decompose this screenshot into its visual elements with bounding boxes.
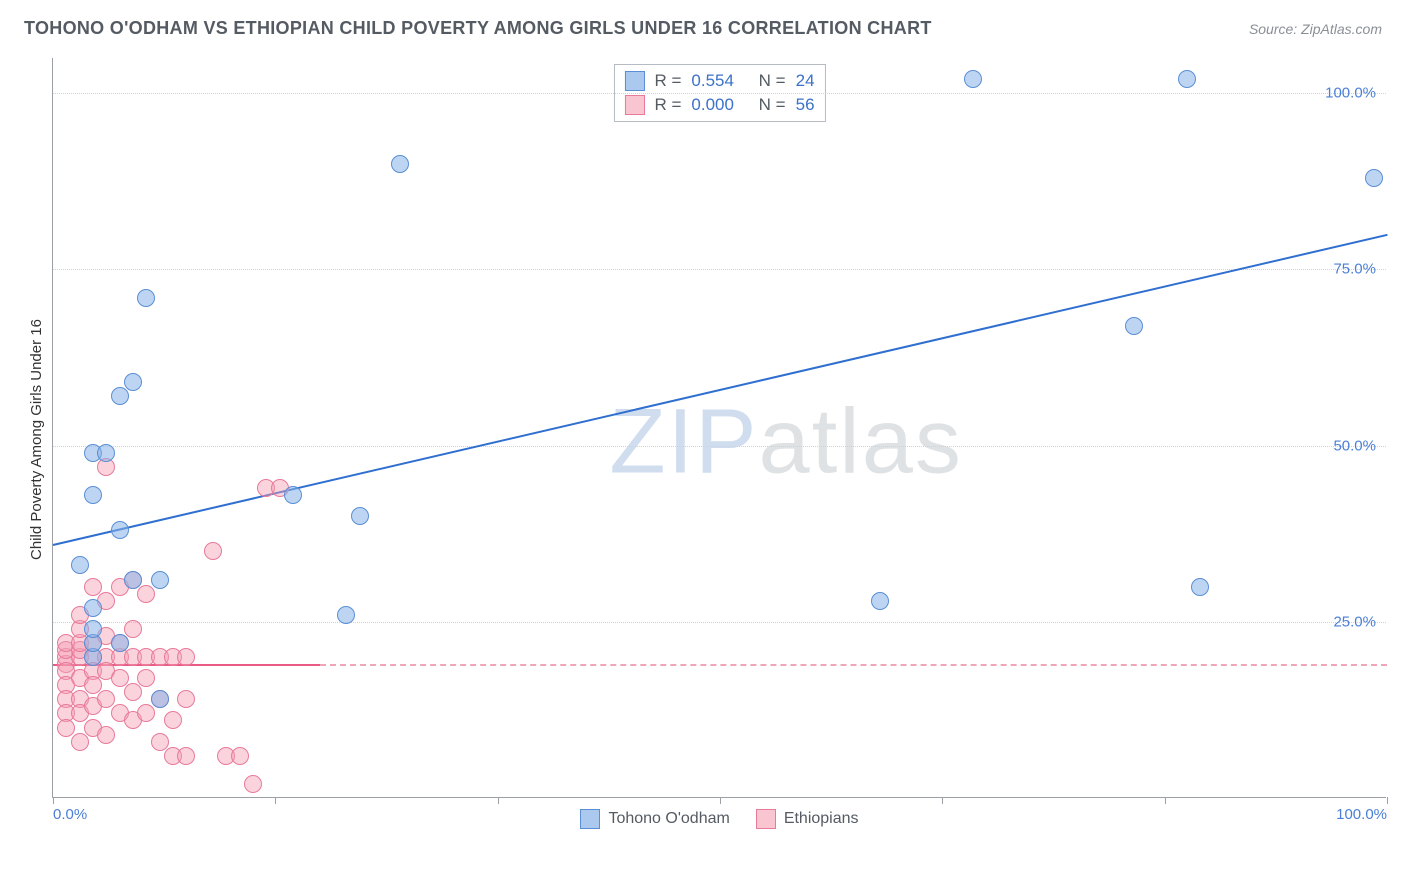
data-point-blue	[137, 289, 155, 307]
gridline	[53, 622, 1386, 623]
data-point-blue	[84, 486, 102, 504]
watermark-prefix: ZIP	[609, 391, 758, 493]
data-point-blue	[97, 444, 115, 462]
data-point-blue	[151, 690, 169, 708]
x-tick-mark	[53, 797, 54, 804]
watermark: ZIPatlas	[609, 390, 962, 495]
x-tick-mark	[720, 797, 721, 804]
data-point-pink	[177, 690, 195, 708]
data-point-blue	[337, 606, 355, 624]
legend-item-pink: Ethiopians	[756, 809, 859, 829]
swatch-pink	[756, 809, 776, 829]
data-point-blue	[1365, 169, 1383, 187]
x-tick-label: 0.0%	[53, 806, 87, 823]
y-tick-label: 100.0%	[1325, 85, 1376, 102]
data-point-blue	[1178, 70, 1196, 88]
data-point-pink	[151, 733, 169, 751]
legend-n-value: 24	[796, 71, 815, 91]
data-point-blue	[351, 507, 369, 525]
data-point-blue	[111, 521, 129, 539]
legend-row-blue: R = 0.554 N = 24	[624, 69, 814, 93]
legend-r-label: R =	[654, 95, 681, 115]
data-point-blue	[1125, 317, 1143, 335]
data-point-pink	[97, 726, 115, 744]
data-point-blue	[391, 155, 409, 173]
title-bar: TOHONO O'ODHAM VS ETHIOPIAN CHILD POVERT…	[24, 18, 1382, 39]
gridline	[53, 446, 1386, 447]
legend-label: Ethiopians	[784, 810, 859, 828]
data-point-blue	[124, 373, 142, 391]
data-point-pink	[231, 747, 249, 765]
legend-item-blue: Tohono O'odham	[580, 809, 729, 829]
legend-row-pink: R = 0.000 N = 56	[624, 93, 814, 117]
data-point-pink	[164, 711, 182, 729]
legend-r-value: 0.000	[691, 95, 734, 115]
data-point-blue	[284, 486, 302, 504]
gridline	[53, 93, 1386, 94]
x-tick-mark	[498, 797, 499, 804]
x-tick-mark	[942, 797, 943, 804]
scatter-plot: ZIPatlas R = 0.554 N = 24 R = 0.000 N = …	[52, 58, 1386, 798]
data-point-pink	[84, 676, 102, 694]
data-point-pink	[137, 669, 155, 687]
data-point-blue	[111, 387, 129, 405]
data-point-pink	[57, 719, 75, 737]
legend-series: Tohono O'odham Ethiopians	[53, 809, 1386, 829]
data-point-blue	[84, 599, 102, 617]
chart-source: Source: ZipAtlas.com	[1249, 21, 1382, 37]
legend-n-label: N =	[759, 95, 786, 115]
data-point-blue	[1191, 578, 1209, 596]
data-point-blue	[71, 556, 89, 574]
data-point-pink	[137, 704, 155, 722]
legend-n-label: N =	[759, 71, 786, 91]
data-point-blue	[84, 620, 102, 638]
data-point-pink	[137, 585, 155, 603]
data-point-pink	[177, 648, 195, 666]
data-point-blue	[111, 634, 129, 652]
y-tick-label: 25.0%	[1333, 613, 1376, 630]
data-point-pink	[97, 690, 115, 708]
swatch-blue	[624, 71, 644, 91]
trendline-pink-dashed	[320, 664, 1387, 666]
data-point-pink	[111, 669, 129, 687]
y-tick-label: 75.0%	[1333, 261, 1376, 278]
data-point-pink	[177, 747, 195, 765]
trendline-blue	[53, 234, 1387, 546]
x-tick-mark	[275, 797, 276, 804]
watermark-suffix: atlas	[759, 391, 963, 493]
y-tick-label: 50.0%	[1333, 437, 1376, 454]
legend-r-value: 0.554	[691, 71, 734, 91]
legend-r-label: R =	[654, 71, 681, 91]
data-point-pink	[204, 542, 222, 560]
gridline	[53, 269, 1386, 270]
data-point-pink	[124, 683, 142, 701]
data-point-pink	[124, 620, 142, 638]
data-point-blue	[871, 592, 889, 610]
x-tick-mark	[1387, 797, 1388, 804]
data-point-blue	[964, 70, 982, 88]
data-point-pink	[71, 733, 89, 751]
data-point-blue	[124, 571, 142, 589]
legend-label: Tohono O'odham	[608, 810, 729, 828]
data-point-pink	[84, 578, 102, 596]
swatch-blue	[580, 809, 600, 829]
chart-title: TOHONO O'ODHAM VS ETHIOPIAN CHILD POVERT…	[24, 18, 932, 39]
data-point-pink	[244, 775, 262, 793]
x-tick-mark	[1165, 797, 1166, 804]
data-point-blue	[151, 571, 169, 589]
legend-n-value: 56	[796, 95, 815, 115]
swatch-pink	[624, 95, 644, 115]
x-tick-label: 100.0%	[1336, 806, 1387, 823]
y-axis-label: Child Poverty Among Girls Under 16	[28, 319, 45, 560]
